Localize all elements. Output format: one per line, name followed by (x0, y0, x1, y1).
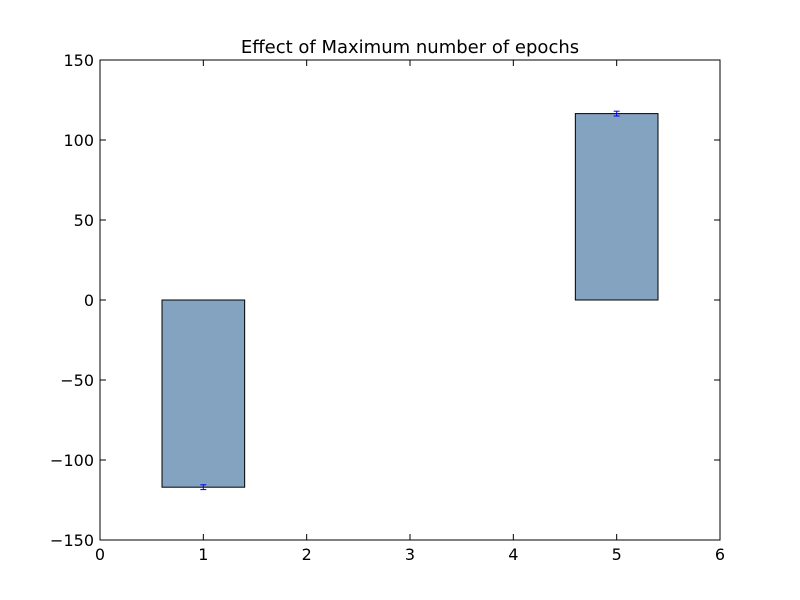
y-tick-label: −150 (50, 531, 94, 550)
error-bars-group (200, 110, 620, 491)
x-axis: 0 1 2 3 4 5 6 (95, 60, 725, 564)
y-axis: 150 100 50 0 −50 −100 −150 (50, 51, 720, 550)
x-tick-label: 6 (715, 545, 725, 564)
x-tick-label: 5 (612, 545, 622, 564)
y-tick-label: 100 (63, 131, 94, 150)
chart-title: Effect of Maximum number of epochs (241, 37, 579, 58)
y-tick-label: −100 (50, 451, 94, 470)
bar-1 (161, 299, 246, 488)
y-tick-label: 50 (74, 211, 94, 230)
bar-5 (574, 113, 659, 301)
y-tick-label: 0 (84, 291, 94, 310)
x-tick-label: 0 (95, 545, 105, 564)
x-tick-label: 3 (405, 545, 415, 564)
x-tick-label: 1 (198, 545, 208, 564)
x-tick-label: 2 (302, 545, 312, 564)
y-tick-label: 150 (63, 51, 94, 70)
x-tick-label: 4 (508, 545, 518, 564)
y-tick-label: −50 (60, 371, 94, 390)
